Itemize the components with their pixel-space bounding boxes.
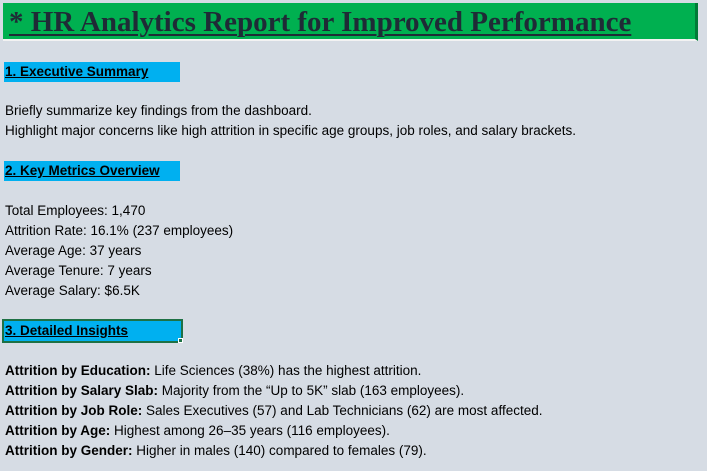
insight-job-role[interactable]: Attrition by Job Role: Sales Executives … (5, 401, 542, 421)
insight-education[interactable]: Attrition by Education: Life Sciences (3… (5, 361, 421, 381)
insight-label: Attrition by Age: (5, 423, 111, 438)
insight-label: Attrition by Salary Slab: (5, 383, 159, 398)
section-header-executive-summary[interactable]: 1. Executive Summary (4, 62, 180, 82)
insight-text: Sales Executives (57) and Lab Technician… (142, 403, 543, 418)
insight-label: Attrition by Gender: (5, 443, 133, 458)
selection-fill-handle[interactable] (178, 338, 183, 343)
section-header-detailed-insights[interactable]: 3. Detailed Insights (2, 319, 183, 343)
insight-text: Highest among 26–35 years (116 employees… (110, 423, 390, 438)
insight-text: Life Sciences (38%) has the highest attr… (150, 363, 422, 378)
insight-label: Attrition by Job Role: (5, 403, 143, 418)
insight-salary-slab[interactable]: Attrition by Salary Slab: Majority from … (5, 381, 464, 401)
summary-line[interactable]: Briefly summarize key findings from the … (5, 103, 312, 118)
metric-average-age[interactable]: Average Age: 37 years (5, 243, 142, 258)
section-header-key-metrics[interactable]: 2. Key Metrics Overview (4, 161, 180, 181)
insight-text: Majority from the “Up to 5K” slab (163 e… (158, 383, 465, 398)
report-title-banner: * HR Analytics Report for Improved Perfo… (3, 3, 698, 41)
metric-average-tenure[interactable]: Average Tenure: 7 years (5, 263, 152, 278)
insight-text: Higher in males (140) compared to female… (132, 443, 427, 458)
insight-label: Attrition by Education: (5, 363, 151, 378)
metric-attrition-rate[interactable]: Attrition Rate: 16.1% (237 employees) (5, 223, 234, 238)
summary-line[interactable]: Highlight major concerns like high attri… (5, 123, 577, 138)
report-title[interactable]: * HR Analytics Report for Improved Perfo… (9, 6, 632, 38)
metric-average-salary[interactable]: Average Salary: $6.5K (5, 283, 140, 298)
insight-gender[interactable]: Attrition by Gender: Higher in males (14… (5, 441, 427, 461)
insight-age[interactable]: Attrition by Age: Highest among 26–35 ye… (5, 421, 390, 441)
metric-total-employees[interactable]: Total Employees: 1,470 (5, 203, 146, 218)
